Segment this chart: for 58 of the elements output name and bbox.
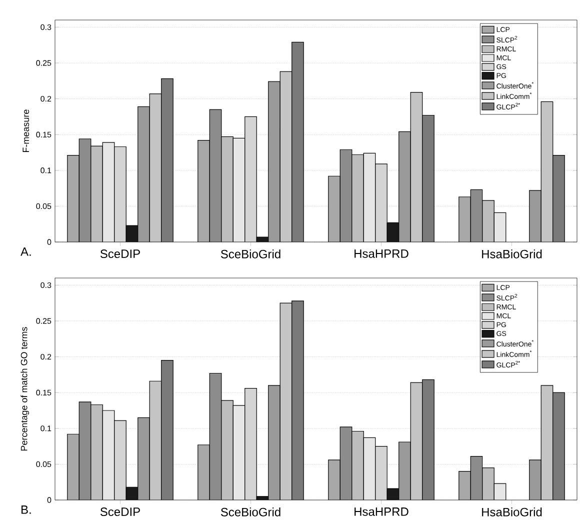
x-tick-label: HsaHPRD bbox=[354, 250, 408, 258]
y-tick-label: 0.3 bbox=[40, 282, 52, 288]
bar bbox=[340, 150, 352, 242]
y-axis-title: F-measure bbox=[22, 110, 30, 152]
bar bbox=[422, 114, 434, 242]
bar bbox=[244, 116, 257, 242]
bar bbox=[552, 155, 565, 242]
y-tick-label: 0.1 bbox=[40, 426, 52, 432]
bar bbox=[232, 138, 246, 242]
bar bbox=[161, 78, 174, 242]
bar bbox=[114, 146, 126, 242]
bar bbox=[470, 189, 483, 242]
y-tick-label: 0.05 bbox=[36, 461, 52, 468]
x-tick-label: HsaHPRD bbox=[354, 508, 408, 516]
bar bbox=[352, 154, 364, 242]
bar bbox=[458, 471, 471, 500]
bar bbox=[364, 153, 376, 242]
x-tick-label: SceDIP bbox=[100, 508, 140, 516]
bar bbox=[410, 382, 423, 500]
bar bbox=[363, 437, 376, 500]
y-tick-label: 0.15 bbox=[36, 390, 52, 396]
bar bbox=[221, 136, 234, 242]
x-tick-label: SceBioGrid bbox=[220, 508, 280, 516]
y-tick-label: 0 bbox=[47, 497, 52, 503]
x-tick-label: HsaBioGrid bbox=[482, 250, 542, 258]
y-tick-label: 0.1 bbox=[40, 168, 52, 174]
bar bbox=[78, 138, 92, 242]
x-tick-label: HsaBioGrid bbox=[482, 508, 542, 516]
bar bbox=[494, 212, 506, 242]
bar bbox=[209, 109, 222, 242]
bar bbox=[90, 146, 103, 242]
bar bbox=[102, 410, 115, 500]
bar bbox=[280, 302, 292, 500]
y-tick-label: 0.05 bbox=[36, 203, 52, 210]
bar bbox=[149, 93, 162, 242]
text: A. bbox=[20, 248, 31, 256]
x-tick-label: SceDIP bbox=[100, 250, 140, 258]
bar bbox=[482, 200, 494, 242]
bar bbox=[292, 42, 304, 242]
y-tick-label: 0 bbox=[47, 239, 52, 245]
bar bbox=[102, 142, 115, 242]
y-tick-label: 0.15 bbox=[36, 132, 52, 138]
y-tick-label: 0.2 bbox=[40, 354, 52, 360]
bar bbox=[232, 405, 246, 500]
y-tick-label: 0.25 bbox=[36, 318, 52, 324]
bar bbox=[149, 380, 162, 500]
text: B. bbox=[22, 506, 31, 514]
bar bbox=[540, 385, 554, 500]
bar bbox=[280, 71, 292, 242]
y-axis-title: Percentage of match GO terms bbox=[20, 327, 30, 451]
y-tick-label: 0.25 bbox=[36, 60, 52, 66]
y-tick-label: 0.2 bbox=[40, 96, 52, 102]
y-tick-label: 0.3 bbox=[40, 24, 52, 30]
x-tick-label: SceBioGrid bbox=[220, 250, 280, 258]
bar bbox=[375, 164, 388, 242]
bar bbox=[529, 190, 542, 242]
bar bbox=[410, 92, 423, 242]
bar bbox=[540, 101, 554, 242]
